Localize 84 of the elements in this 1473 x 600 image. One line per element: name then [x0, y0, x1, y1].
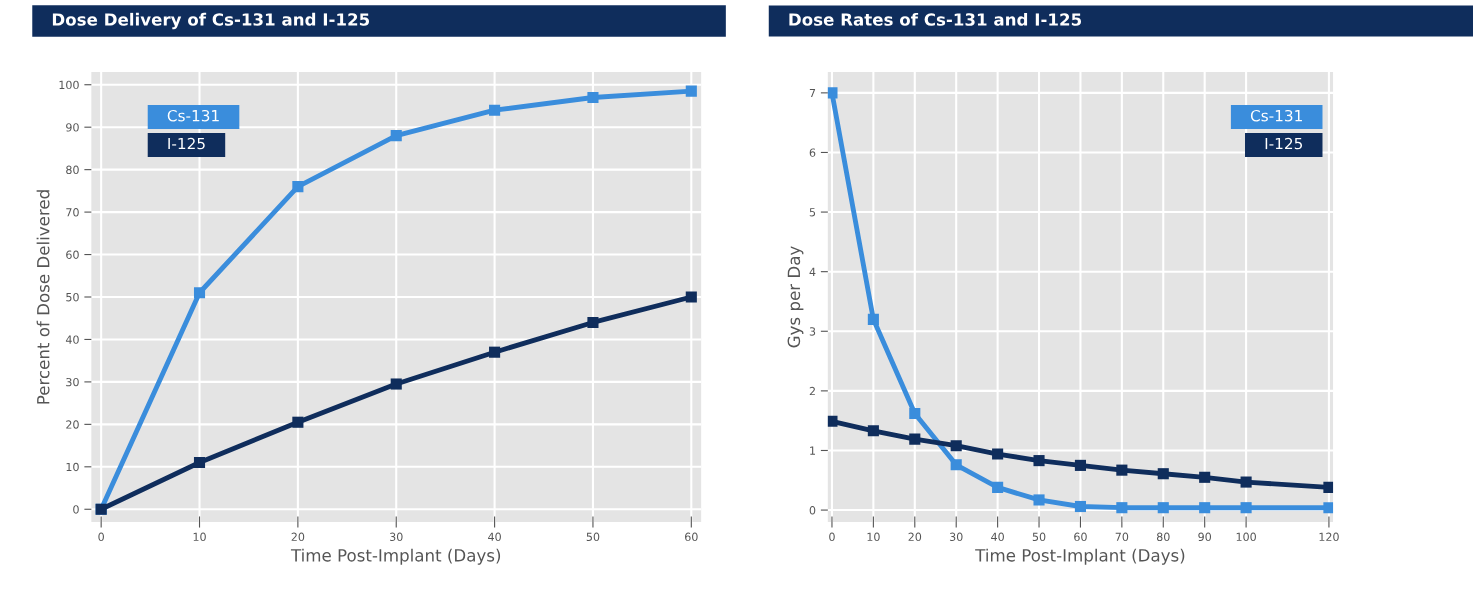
- point: [489, 346, 501, 358]
- x-tick-label: 40: [488, 532, 501, 542]
- chart-title: Dose Delivery of Cs-131 and I-125: [52, 12, 370, 30]
- text: Cs-131: [1250, 109, 1302, 122]
- y-tick-label: 1: [810, 446, 815, 455]
- y-tick-label: 20: [66, 420, 79, 429]
- x-tick-label: 60: [1074, 532, 1087, 542]
- point: [292, 416, 304, 428]
- y-tick-label: 60: [66, 250, 79, 259]
- x-tick-label: 40: [991, 532, 1004, 542]
- point: [1033, 494, 1045, 506]
- y-axis-title: Gys per Day: [787, 246, 804, 348]
- point: [292, 181, 304, 193]
- point: [909, 433, 921, 445]
- x-tick-label: 0: [98, 532, 104, 542]
- y-tick-label: 5: [809, 208, 816, 217]
- x-tick-label: 50: [586, 532, 600, 542]
- x-tick-label: 70: [1115, 532, 1129, 542]
- x-tick-label: 100: [1236, 532, 1256, 542]
- point: [489, 104, 501, 116]
- point: [390, 130, 402, 142]
- point: [1033, 455, 1045, 467]
- y-tick-label: 100: [59, 80, 79, 90]
- y-tick-label: 90: [66, 123, 79, 132]
- point: [685, 291, 697, 303]
- y-tick-label: 7: [809, 88, 816, 98]
- point: [1157, 502, 1169, 514]
- text: Cs-131: [167, 109, 219, 122]
- y-tick-label: 10: [66, 462, 79, 472]
- point: [827, 415, 838, 427]
- point: [992, 481, 1004, 493]
- y-tick-label: 40: [65, 335, 79, 344]
- x-tick-label: 10: [193, 532, 206, 542]
- point: [1323, 502, 1334, 514]
- x-axis-title: Time Post-Implant (Days): [290, 548, 501, 565]
- text: I-125: [168, 137, 205, 150]
- y-tick-label: 3: [809, 327, 816, 336]
- y-tick-label: 30: [66, 377, 79, 387]
- y-tick-label: 0: [809, 506, 816, 515]
- point: [950, 440, 962, 452]
- point: [685, 85, 697, 97]
- text: I-125: [1265, 137, 1303, 150]
- point: [587, 91, 599, 104]
- point: [193, 287, 206, 299]
- x-tick-label: 90: [1198, 532, 1212, 542]
- point: [909, 407, 921, 420]
- point: [1199, 471, 1211, 483]
- x-tick-label: 20: [291, 532, 305, 542]
- point: [992, 448, 1004, 460]
- point: [1199, 502, 1211, 514]
- x-tick-label: 30: [390, 532, 403, 542]
- x-tick-label: 80: [1156, 532, 1170, 542]
- point: [867, 313, 879, 325]
- point: [390, 378, 402, 390]
- x-tick-label: 30: [949, 532, 963, 542]
- y-tick-label: 2: [809, 386, 815, 396]
- point: [587, 316, 599, 329]
- point: [827, 87, 838, 99]
- y-tick-label: 0: [73, 505, 79, 514]
- point: [1074, 500, 1086, 513]
- point: [950, 459, 962, 471]
- point: [1240, 502, 1252, 514]
- point: [1157, 468, 1169, 480]
- y-tick-label: 50: [66, 292, 79, 302]
- y-tick-label: 80: [66, 165, 79, 175]
- x-tick-label: 50: [1032, 532, 1046, 542]
- point: [193, 457, 206, 469]
- point: [1323, 481, 1334, 493]
- x-tick-label: 10: [867, 532, 880, 542]
- y-tick-label: 6: [809, 148, 816, 157]
- chart-title: Dose Rates of Cs-131 and I-125: [789, 12, 1082, 26]
- point: [1240, 476, 1252, 488]
- point: [1116, 464, 1128, 476]
- x-tick-label: 0: [829, 532, 835, 542]
- x-axis-title: Time Post-Implant (Days): [975, 548, 1185, 565]
- point: [1074, 459, 1086, 471]
- y-tick-label: 70: [66, 208, 79, 217]
- point: [867, 425, 879, 437]
- x-tick-label: 60: [685, 532, 698, 542]
- x-tick-label: 120: [1319, 532, 1339, 542]
- x-tick-label: 20: [908, 532, 922, 542]
- y-axis-title: Percent of Dose Delivered: [36, 190, 50, 404]
- point: [1116, 502, 1128, 514]
- y-tick-label: 4: [809, 267, 816, 276]
